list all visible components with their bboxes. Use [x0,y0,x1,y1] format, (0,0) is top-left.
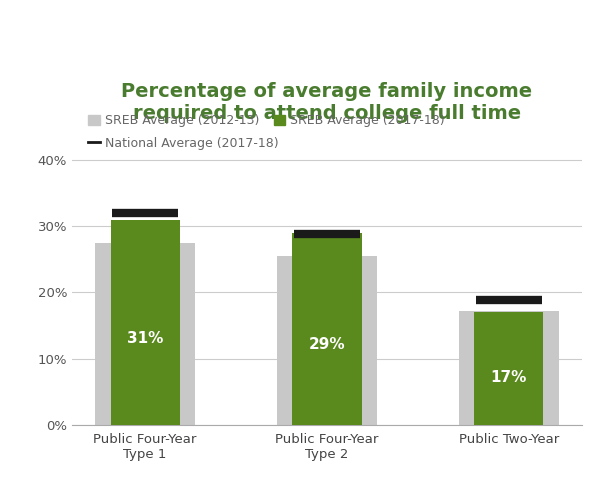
Legend: National Average (2017-18): National Average (2017-18) [83,132,283,155]
Text: 17%: 17% [491,370,527,385]
Bar [95,242,195,425]
Title: Percentage of average family income
required to attend college full time: Percentage of average family income requ… [121,82,533,123]
Bar [474,312,544,425]
Bar [277,256,377,425]
Bar [292,233,362,425]
Text: 29%: 29% [308,337,346,352]
Text: 31%: 31% [127,331,163,346]
Bar [459,311,559,425]
Bar [110,220,180,425]
